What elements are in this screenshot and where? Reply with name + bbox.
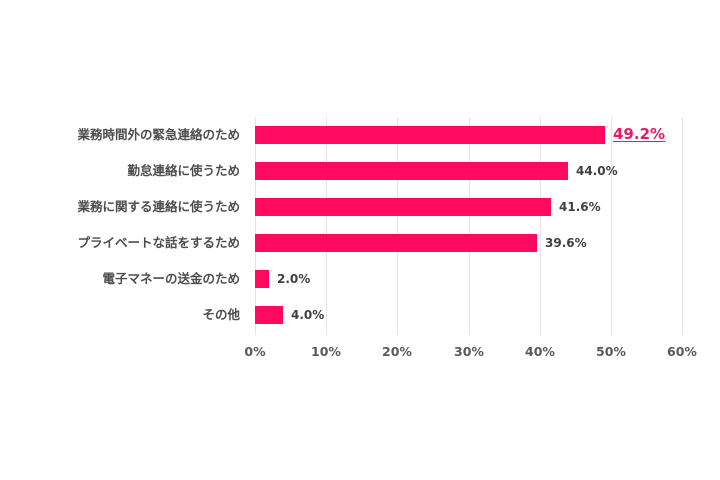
- category-label: 業務時間外の緊急連絡のため: [77, 127, 240, 142]
- gridline-10: [326, 117, 327, 335]
- gridline-50: [611, 117, 612, 335]
- value-label: 44.0%: [576, 164, 618, 178]
- value-label-highlighted: 49.2%: [613, 125, 666, 143]
- value-label: 41.6%: [559, 200, 601, 214]
- bar: [255, 198, 551, 216]
- value-label: 39.6%: [545, 236, 587, 250]
- bar: [255, 234, 537, 252]
- category-label: その他: [202, 307, 240, 322]
- category-label: プライベートな話をするため: [77, 235, 240, 250]
- category-label: 業務に関する連絡に使うため: [77, 199, 240, 214]
- gridline-60: [682, 117, 683, 335]
- bar: [255, 270, 269, 288]
- bar: [255, 126, 605, 144]
- x-tick-label: 0%: [244, 344, 266, 359]
- bar: [255, 162, 568, 180]
- gridline-20: [397, 117, 398, 335]
- x-tick-label: 60%: [667, 344, 697, 359]
- value-label: 2.0%: [277, 272, 311, 286]
- x-tick-label: 20%: [382, 344, 412, 359]
- category-label: 勤怠連絡に使うため: [127, 163, 240, 178]
- gridline-40: [540, 117, 541, 335]
- x-tick-label: 50%: [596, 344, 626, 359]
- gridline-30: [469, 117, 470, 335]
- bar: [255, 306, 283, 324]
- x-tick-label: 30%: [454, 344, 484, 359]
- gridline-0: [255, 117, 256, 335]
- category-label: 電子マネーの送金のため: [102, 271, 240, 286]
- x-tick-label: 40%: [525, 344, 555, 359]
- value-label: 4.0%: [291, 308, 325, 322]
- x-tick-label: 10%: [311, 344, 341, 359]
